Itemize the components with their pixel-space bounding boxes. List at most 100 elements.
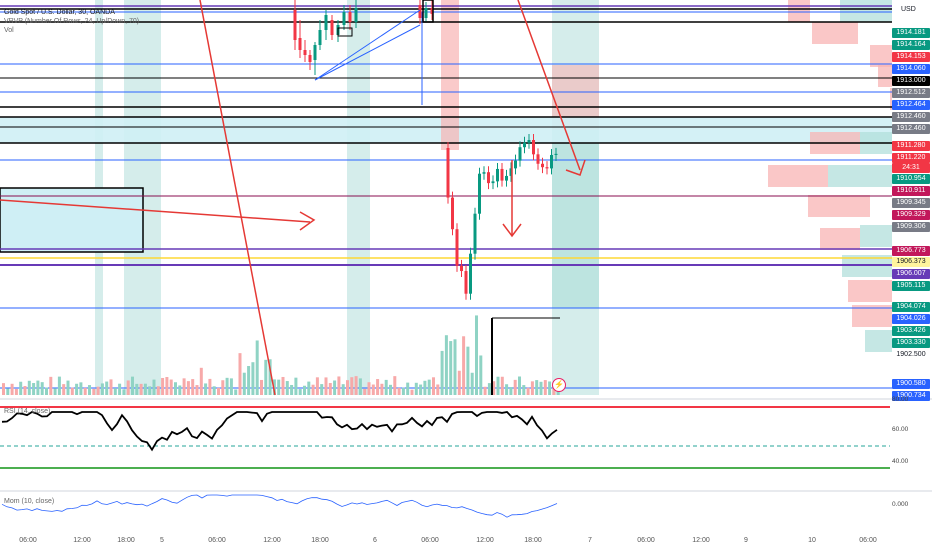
volume-profile-row [852,305,892,327]
volume-bar [212,386,216,395]
candle-body [418,5,422,18]
volume-bar [191,379,195,395]
volume-bar [255,340,259,395]
volume-bar [268,359,272,395]
volume-bar [105,381,109,395]
time-label: 12:00 [263,537,281,544]
volume-bar [247,366,251,395]
rsi-level-60: 60.00 [892,426,909,433]
volume-bar [161,377,165,395]
volume-bar [290,384,294,395]
volume-profile-row [768,165,828,187]
volume-bar [479,355,483,395]
candle-body [550,154,553,169]
volume-bar [6,388,10,395]
price-label: 1914.153 [892,52,930,62]
volume-bar [70,387,74,395]
candle-body [330,20,334,35]
price-label: 1906.007 [892,269,930,279]
candle-body [293,10,297,40]
volume-bar [389,384,392,395]
candle-body [541,163,544,168]
demand-zone-box [0,188,143,252]
volume-bar [298,389,302,395]
vrvp-indicator-label[interactable]: VRVP (Number Of Rows, 24, Up/Down, 70) [4,18,140,25]
volume-bar [397,387,401,395]
trend-arrow [0,199,311,223]
candle-body [509,168,513,176]
candle-body [469,253,472,294]
volume-bar [62,384,66,395]
volume-profile-row [840,0,892,22]
time-label: 06:00 [208,537,226,544]
time-label: 5 [160,537,164,544]
price-label: 1909.306 [892,222,930,232]
momentum-indicator-label[interactable]: Mom (10, close) [4,498,55,505]
candle-body [324,15,328,30]
volume-bar [217,387,220,395]
price-label: 1900.580 [892,379,930,389]
price-label: 1914.164 [892,40,930,50]
volume-bar [483,386,487,395]
candle-body [536,154,540,164]
volume-profile-row [812,22,858,44]
momentum-line [1,494,558,518]
volume-bar [79,382,83,395]
fib-fan-line [314,9,421,81]
volume-bar [530,381,534,395]
candle-body [554,153,558,155]
candle-body [482,172,486,174]
time-label: 12:00 [73,537,91,544]
price-label: 1913.000 [892,76,930,86]
volume-bar [419,384,423,395]
volume-bar [376,379,380,395]
volume-bar [453,339,457,395]
candle-body [424,8,428,18]
price-label: 1914.181 [892,28,930,38]
volume-bar [496,376,500,395]
volume-bar [135,383,139,395]
rsi-indicator-label[interactable]: RSI (14, close) [4,408,51,415]
time-label: 7 [588,537,592,544]
candle-body [545,167,549,169]
volume-bar [229,378,233,395]
candle-body [478,173,481,214]
volume-bar [186,381,190,395]
volume-bar [487,383,491,395]
volume-bar [333,380,337,395]
lightning-icon[interactable]: ⚡ [552,378,566,392]
candle-body [451,197,454,230]
volume-bar [311,384,315,395]
volume-bar [500,376,504,395]
volume-bar [436,384,440,395]
price-label: 1906.773 [892,246,930,256]
symbol-title[interactable]: Gold Spot / U.S. Dollar, 30, OANDA [4,9,115,16]
candle-body [527,140,531,143]
volume-profile-row [828,165,892,187]
volume-bar [225,377,229,395]
candle-body [523,142,526,148]
volume-bar [195,385,199,395]
volume-bar [100,383,104,395]
volume-indicator-label[interactable]: Vol [4,27,14,34]
volume-bar [285,381,289,395]
rsi-level-40: 40.00 [892,458,909,465]
volume-bar [165,377,169,395]
volume-bar [401,387,405,395]
volume-bar [457,370,461,395]
volume-bar [45,387,48,395]
candle-body [446,148,450,198]
time-label: 12:00 [692,537,710,544]
volume-bar [118,383,122,395]
price-label: 1903.426 [892,326,930,336]
volume-bar [324,377,328,395]
volume-bar [539,381,543,395]
volume-bar [354,376,358,395]
time-label: 18:00 [524,537,542,544]
volume-profile-row [860,225,892,247]
volume-bar [505,384,509,395]
session-highlight [347,0,370,395]
price-label: 1911.280 [892,141,930,151]
price-label: 1912.464 [892,100,930,110]
